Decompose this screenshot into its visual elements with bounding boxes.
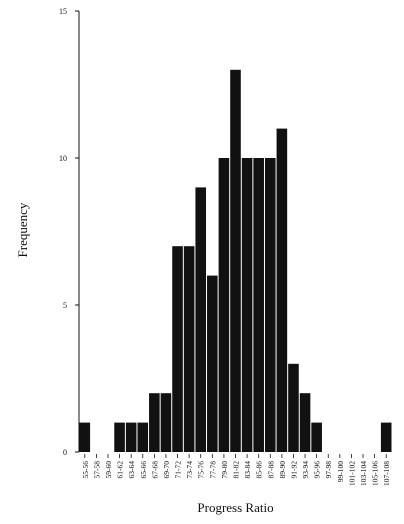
x-tick-label: 77-78 [208, 461, 217, 479]
x-tick-label: 105-106 [371, 461, 380, 486]
y-axis-label: Frequency [15, 202, 30, 258]
x-tick-label: 57-58 [92, 461, 101, 479]
x-tick-label: 85-86 [255, 461, 264, 479]
histogram-bar [264, 158, 276, 452]
histogram-bar [276, 128, 288, 452]
histogram-bar [253, 158, 264, 452]
x-tick-label: 89-90 [278, 461, 287, 479]
x-tick-label: 101-102 [347, 461, 356, 486]
histogram-bar [114, 422, 125, 452]
histogram-bar [288, 363, 299, 452]
x-tick-label: 81-82 [232, 461, 241, 479]
histogram-bar [218, 158, 230, 452]
x-tick-label: 103-104 [359, 461, 368, 486]
x-tick-label: 107-108 [382, 461, 391, 486]
histogram-bar [207, 275, 218, 452]
x-tick-label: 73-74 [185, 461, 194, 479]
y-tick-label: 10 [59, 154, 67, 163]
histogram-bar [195, 187, 207, 452]
x-tick-label: 67-68 [150, 461, 159, 479]
x-tick-label: 75-76 [197, 461, 206, 479]
y-tick-label: 5 [63, 301, 67, 310]
y-tick-label: 15 [59, 7, 67, 16]
x-axis-label: Progress Ratio [197, 500, 274, 515]
x-tick-label: 83-84 [243, 461, 252, 479]
x-tick-label: 65-66 [139, 461, 148, 479]
histogram-bar [230, 69, 241, 453]
x-tick-label: 63-64 [127, 461, 136, 479]
x-tick-label: 91-92 [289, 461, 298, 479]
histogram-bar [172, 246, 183, 452]
histogram-bar [299, 393, 311, 452]
histogram-bar [79, 422, 91, 452]
histogram-bar [137, 422, 149, 452]
histogram-bar [125, 422, 137, 452]
x-tick-label: 97-98 [324, 461, 333, 479]
histogram-bar [311, 422, 322, 452]
x-tick-label: 93-94 [301, 461, 310, 479]
x-tick-label: 55-56 [81, 461, 90, 479]
histogram-bar [160, 393, 172, 452]
x-tick-label: 95-96 [313, 461, 322, 479]
x-tick-label: 69-70 [162, 461, 171, 479]
histogram-bar [380, 422, 392, 452]
y-axis-label-container: Frequency [8, 0, 38, 524]
histogram-bar [241, 158, 253, 452]
x-tick-label: 61-62 [116, 461, 125, 479]
x-tick-label: 79-80 [220, 461, 229, 479]
y-tick-label: 0 [63, 448, 67, 457]
histogram-bar [149, 393, 160, 452]
x-tick-label: 71-72 [174, 461, 183, 479]
x-tick-label: 59-60 [104, 461, 113, 479]
histogram-bar [183, 246, 195, 452]
x-tick-label: 87-88 [266, 461, 275, 479]
x-tick-label: 99-100 [336, 461, 345, 482]
